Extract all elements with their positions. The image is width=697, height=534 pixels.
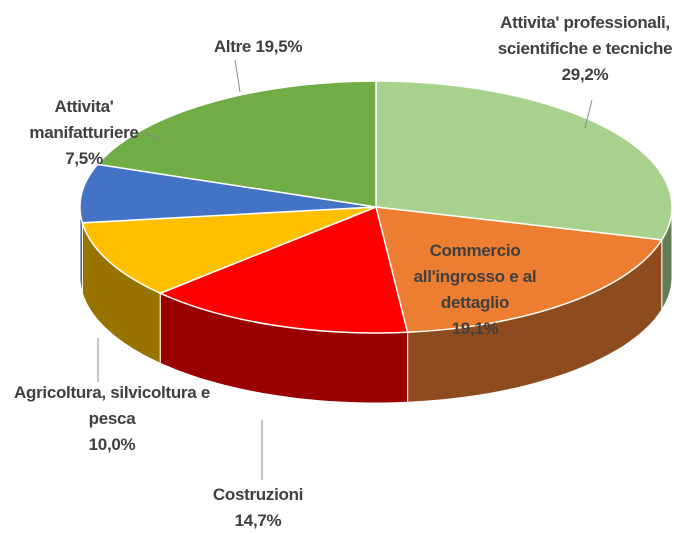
slice-label: Attivita' professionali, scientifiche e … <box>470 10 697 88</box>
slice-label: Commercio all'ingrosso e al dettaglio 19… <box>413 238 538 342</box>
pie-slice <box>81 206 377 295</box>
category-name: Commercio all'ingrosso e al dettaglio <box>413 241 537 312</box>
leader-line <box>584 99 593 129</box>
pie-sides <box>79 207 673 404</box>
leader-lines <box>97 59 593 480</box>
leader-line <box>234 59 241 93</box>
slice-label: Altre 19,5% <box>158 34 358 60</box>
value-label: 19,1% <box>451 319 499 338</box>
pie-slice <box>375 206 664 334</box>
pie-slice <box>375 80 673 241</box>
category-name: Attivita' manifatturiere <box>29 97 139 142</box>
value-label: 10,0% <box>88 435 136 454</box>
value-label: 19,5% <box>255 37 303 56</box>
slice-label: Agricoltura, silvicoltura e pesca 10,0% <box>12 380 212 458</box>
category-name: Agricoltura, silvicoltura e pesca <box>14 383 210 428</box>
pie-slice <box>158 205 409 334</box>
value-label: 14,7% <box>234 511 282 530</box>
slice-label: Attivita' manifatturiere 7,5% <box>19 94 149 172</box>
pie-tops <box>79 80 673 334</box>
leader-line <box>143 132 161 141</box>
value-label: 29,2% <box>561 65 609 84</box>
pie-slice <box>96 80 377 208</box>
slice-label: Costruzioni 14,7% <box>183 482 333 534</box>
category-name: Attivita' professionali, scientifiche e … <box>497 13 673 58</box>
category-name: Altre <box>213 37 252 56</box>
pie-slice <box>79 163 377 224</box>
value-label: 7,5% <box>65 149 103 168</box>
category-name: Costruzioni <box>212 485 304 504</box>
